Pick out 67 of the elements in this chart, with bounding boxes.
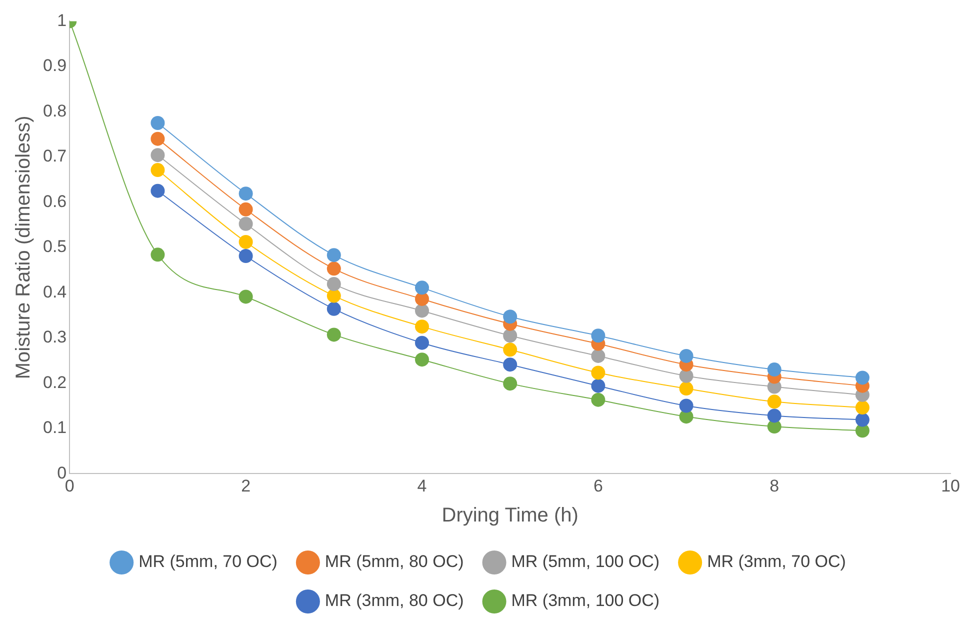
point: [679, 382, 694, 396]
legend-label: MR (3mm, 80 OC): [324, 591, 464, 610]
point: [503, 376, 518, 391]
legend-label: MR (5mm, 70 OC): [138, 552, 278, 572]
point: [679, 398, 694, 413]
point: [503, 328, 518, 343]
point: [238, 186, 253, 201]
point: [767, 408, 782, 423]
point: [150, 248, 165, 262]
legend-label: MR (3mm, 70 OC): [707, 552, 846, 572]
point: [150, 116, 165, 130]
point: [238, 202, 253, 216]
point: [150, 148, 165, 162]
point: [326, 248, 341, 262]
y-tick-label: 0.2: [42, 372, 67, 392]
x-axis-title: Drying Time (h): [442, 504, 578, 527]
x-tick-label: 10: [941, 476, 960, 496]
point: [591, 392, 606, 407]
point: [591, 328, 606, 343]
legend-label: MR (3mm, 100 OC): [511, 591, 660, 610]
point: [591, 378, 606, 393]
point: [503, 342, 518, 357]
point: [238, 216, 253, 231]
y-tick-label: 0.6: [42, 192, 67, 211]
point: [415, 352, 429, 367]
point: [150, 184, 165, 198]
point: [326, 277, 341, 292]
point: [415, 280, 429, 295]
point: [326, 328, 341, 342]
point: [326, 262, 341, 276]
x-tick-label: 2: [241, 476, 251, 496]
point: [855, 412, 870, 427]
point: [238, 248, 253, 263]
x-tick-label: 6: [593, 476, 603, 496]
y-tick-label: 1: [57, 10, 67, 30]
legend-label: MR (5mm, 100 OC): [511, 552, 660, 572]
point: [591, 348, 606, 363]
point: [855, 400, 870, 415]
y-tick-label: 0.3: [42, 328, 67, 347]
y-tick-label: 0: [57, 463, 67, 482]
y-axis-title: Moisture Ratio (dimensioless): [12, 116, 35, 380]
point: [326, 302, 341, 316]
point: [150, 163, 165, 178]
y-tick-label: 0.9: [42, 56, 67, 76]
point: [238, 234, 253, 249]
y-tick-label: 0.5: [42, 237, 67, 256]
point: [679, 348, 694, 363]
x-tick-label: 4: [417, 476, 427, 496]
point: [238, 290, 253, 304]
point: [415, 304, 429, 318]
point: [326, 288, 341, 303]
y-tick-label: 0.4: [42, 282, 67, 302]
point: [503, 310, 518, 324]
y-tick-label: 0.1: [42, 418, 67, 438]
point: [415, 320, 429, 334]
legend-label: MR (5mm, 80 OC): [324, 552, 464, 572]
point: [503, 358, 518, 372]
point: [415, 292, 429, 306]
point: [855, 370, 870, 385]
y-tick-label: 0.7: [42, 146, 67, 166]
y-tick-label: 0.8: [42, 101, 67, 120]
point: [415, 336, 429, 350]
point: [591, 366, 606, 380]
point: [150, 132, 165, 146]
point: [767, 362, 782, 377]
point: [767, 394, 782, 409]
x-tick-label: 8: [770, 476, 780, 496]
